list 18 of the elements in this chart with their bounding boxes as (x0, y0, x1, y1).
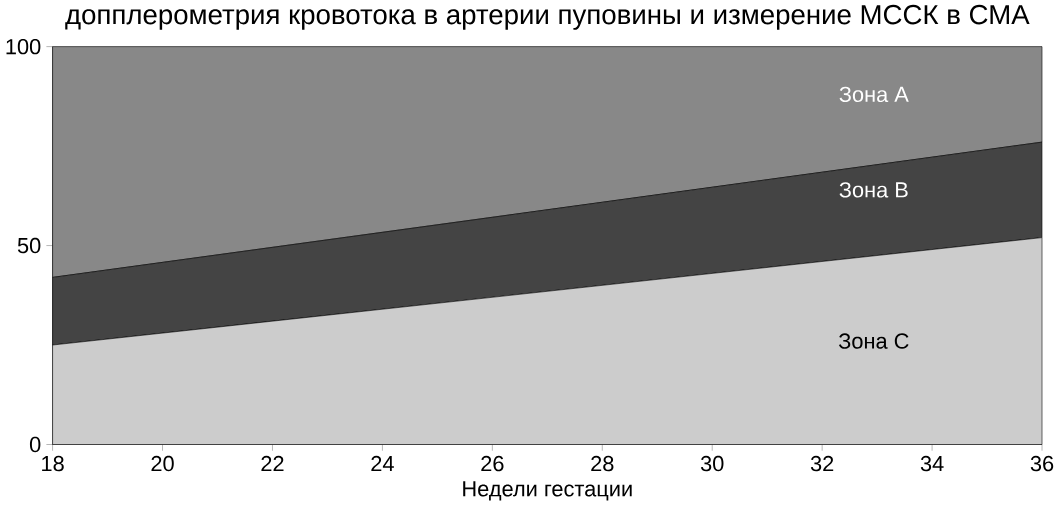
x-tick-label: 36 (1030, 455, 1054, 472)
x-tick-label: 20 (151, 455, 174, 472)
x-tick-label: 28 (591, 455, 614, 472)
series-label: Зона A (839, 86, 909, 102)
chart-title: допплерометрия кровотока в артерии пуповины и измерение МССК в СМА (65, 4, 1030, 30)
y-tick-label: 100 (6, 38, 41, 55)
x-tick-label: 24 (371, 455, 394, 471)
x-tick-label: 30 (700, 455, 724, 472)
x-tick-label: 34 (920, 455, 944, 472)
x-tick-label: 22 (261, 455, 284, 471)
x-axis-title: Недели гестации (463, 481, 632, 501)
x-tick-label: 26 (481, 455, 504, 472)
x-tick-label: 18 (42, 455, 64, 472)
y-tick-label: 0 (29, 436, 41, 452)
x-tick-label: 32 (810, 455, 834, 472)
series-label: Зона B (839, 181, 908, 198)
y-tick-label: 50 (17, 237, 41, 254)
series-label: Зона C (838, 333, 909, 349)
